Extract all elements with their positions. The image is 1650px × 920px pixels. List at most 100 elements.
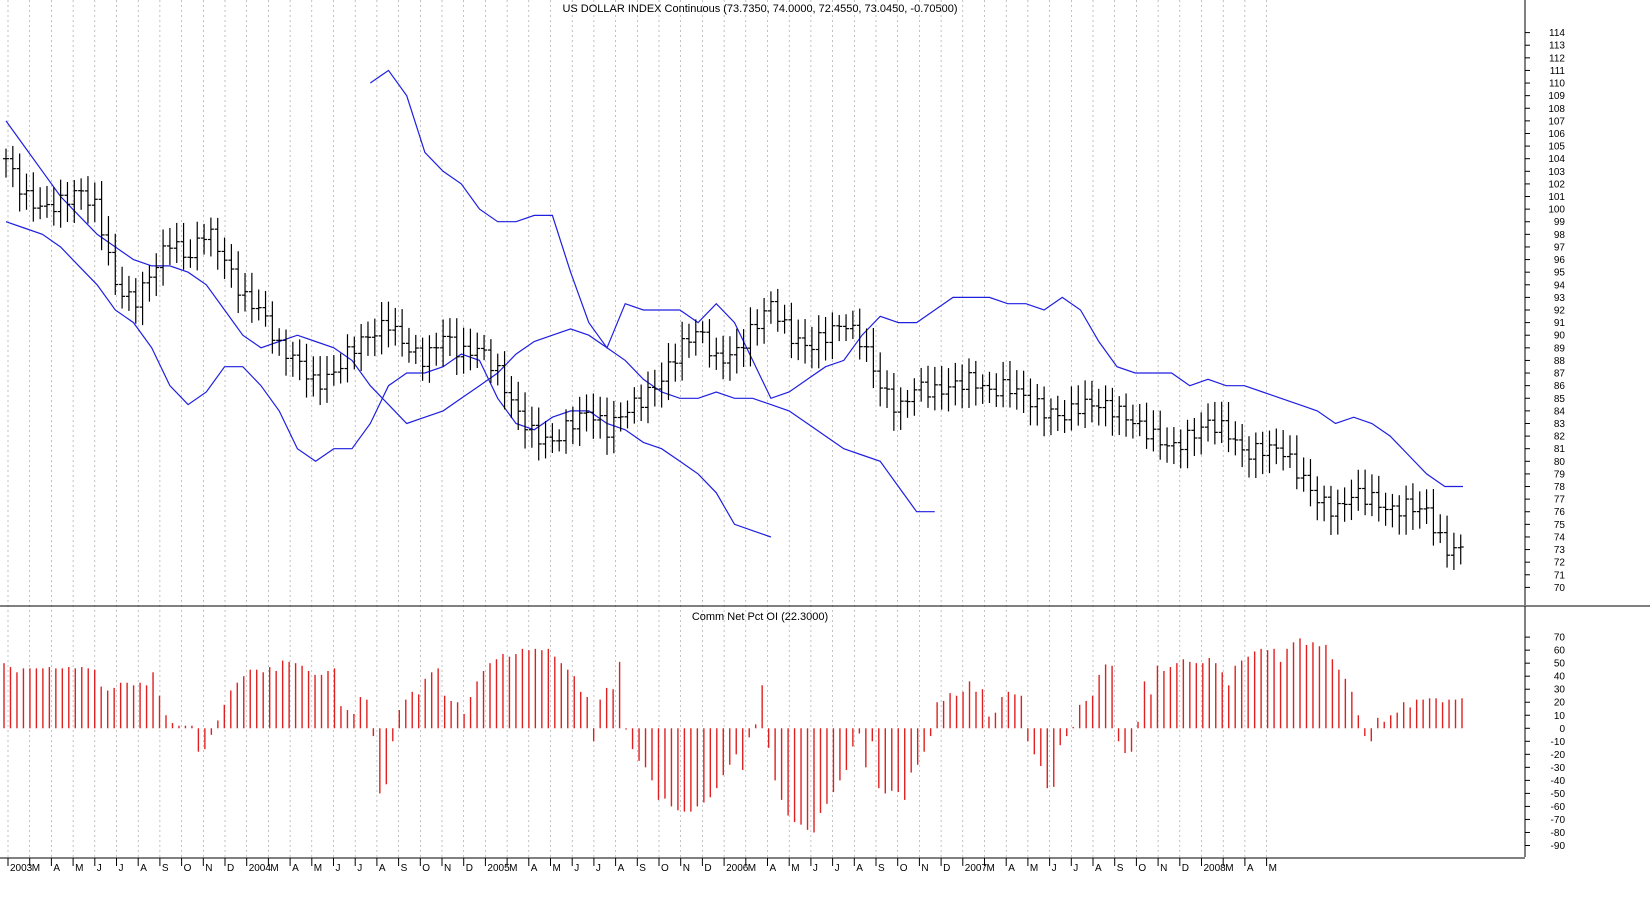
- price-bar: [788, 302, 795, 359]
- y-tick-label: 92: [1554, 306, 1566, 317]
- price-bar: [1150, 410, 1157, 452]
- price-bar: [1047, 398, 1054, 436]
- y-tick-label: 95: [1554, 268, 1566, 279]
- price-bar: [235, 251, 242, 314]
- price-bar: [658, 362, 665, 408]
- price-bar: [1348, 479, 1355, 521]
- price-bar: [815, 315, 822, 369]
- price-bar: [665, 343, 672, 401]
- y-tick-label: 93: [1554, 293, 1566, 304]
- price-bar: [71, 180, 78, 223]
- price-bar: [638, 384, 645, 422]
- price-bar: [37, 187, 44, 220]
- price-bar: [481, 334, 488, 361]
- x-tick-label: N: [444, 863, 451, 874]
- price-bar: [1362, 469, 1369, 516]
- price-bar: [426, 335, 433, 383]
- price-bar: [1416, 491, 1423, 529]
- y-tick-label: -60: [1551, 802, 1566, 813]
- price-bar: [9, 145, 16, 188]
- price-bar: [446, 318, 453, 356]
- price-bar: [160, 229, 167, 286]
- price-bar: [180, 222, 187, 270]
- x-tick-label: M: [748, 863, 756, 874]
- price-bar: [774, 288, 781, 332]
- price-bar: [1355, 469, 1362, 511]
- y-tick-label: 109: [1548, 91, 1565, 102]
- price-bar: [1450, 532, 1457, 570]
- price-bar: [242, 272, 249, 312]
- price-bar: [1095, 388, 1102, 426]
- price-bar: [440, 319, 447, 367]
- price-bar: [98, 181, 105, 251]
- x-tick-label: 2006: [726, 863, 749, 874]
- x-tick-label: M: [32, 863, 40, 874]
- y-tick-label: 85: [1554, 394, 1566, 405]
- y-tick-label: 113: [1549, 41, 1565, 52]
- price-bar: [16, 153, 23, 212]
- price-bar: [1000, 361, 1007, 408]
- y-tick-label: 20: [1554, 698, 1566, 709]
- x-tick-label: O: [184, 863, 192, 874]
- x-tick-label: M: [553, 863, 561, 874]
- price-bar: [43, 185, 50, 218]
- price-bar: [870, 327, 877, 389]
- price-bar: [535, 407, 542, 461]
- price-bar: [856, 308, 863, 360]
- price-bar: [761, 297, 768, 344]
- price-bar: [1088, 380, 1095, 423]
- y-tick-label: -90: [1551, 841, 1566, 852]
- price-bar: [255, 289, 262, 321]
- price-bar: [1239, 424, 1246, 468]
- price-bar: [364, 321, 371, 356]
- price-bar: [1061, 399, 1068, 433]
- price-bar: [84, 176, 91, 224]
- price-bar: [1034, 384, 1041, 426]
- x-tick-label: D: [704, 863, 711, 874]
- price-bar: [836, 315, 843, 342]
- price-bar: [617, 402, 624, 432]
- price-bar: [474, 332, 481, 369]
- price-bar: [1307, 459, 1314, 507]
- price-bar: [583, 394, 590, 432]
- price-bar: [1375, 475, 1382, 522]
- x-tick-label: J: [1052, 863, 1057, 874]
- price-bar: [1211, 401, 1218, 445]
- y-tick-label: -80: [1551, 828, 1566, 839]
- price-bar: [351, 336, 358, 370]
- price-bar: [1006, 360, 1013, 408]
- price-bar: [1205, 403, 1212, 442]
- price-bar: [153, 253, 160, 297]
- price-bar: [358, 323, 365, 372]
- price-bar: [624, 400, 631, 429]
- x-tick-label: D: [466, 863, 473, 874]
- x-tick-label: J: [574, 863, 579, 874]
- price-bar: [733, 328, 740, 374]
- price-bar: [392, 307, 399, 346]
- price-bar: [385, 301, 392, 348]
- price-bar: [829, 312, 836, 360]
- x-tick-label: O: [422, 863, 430, 874]
- y-tick-label: 71: [1554, 570, 1566, 581]
- price-bar: [1191, 418, 1198, 456]
- y-tick-label: 86: [1554, 381, 1566, 392]
- price-bar: [399, 309, 406, 357]
- price-bar: [371, 318, 378, 357]
- price-bar: [433, 332, 440, 366]
- price-bar: [986, 371, 993, 403]
- price-bar: [1286, 435, 1293, 469]
- price-bar: [952, 362, 959, 406]
- price-bar: [1218, 401, 1225, 444]
- price-bar: [1444, 515, 1451, 568]
- price-bar: [323, 355, 330, 403]
- price-bar: [1423, 489, 1430, 525]
- x-tick-label: S: [639, 863, 646, 874]
- price-bar: [726, 336, 733, 381]
- price-bar: [644, 371, 651, 424]
- price-bar: [604, 397, 611, 455]
- y-tick-label: 104: [1548, 154, 1565, 165]
- x-tick-label: 2004: [249, 863, 272, 874]
- price-bar: [1293, 435, 1300, 490]
- price-bar: [972, 360, 979, 406]
- price-bar: [508, 376, 515, 419]
